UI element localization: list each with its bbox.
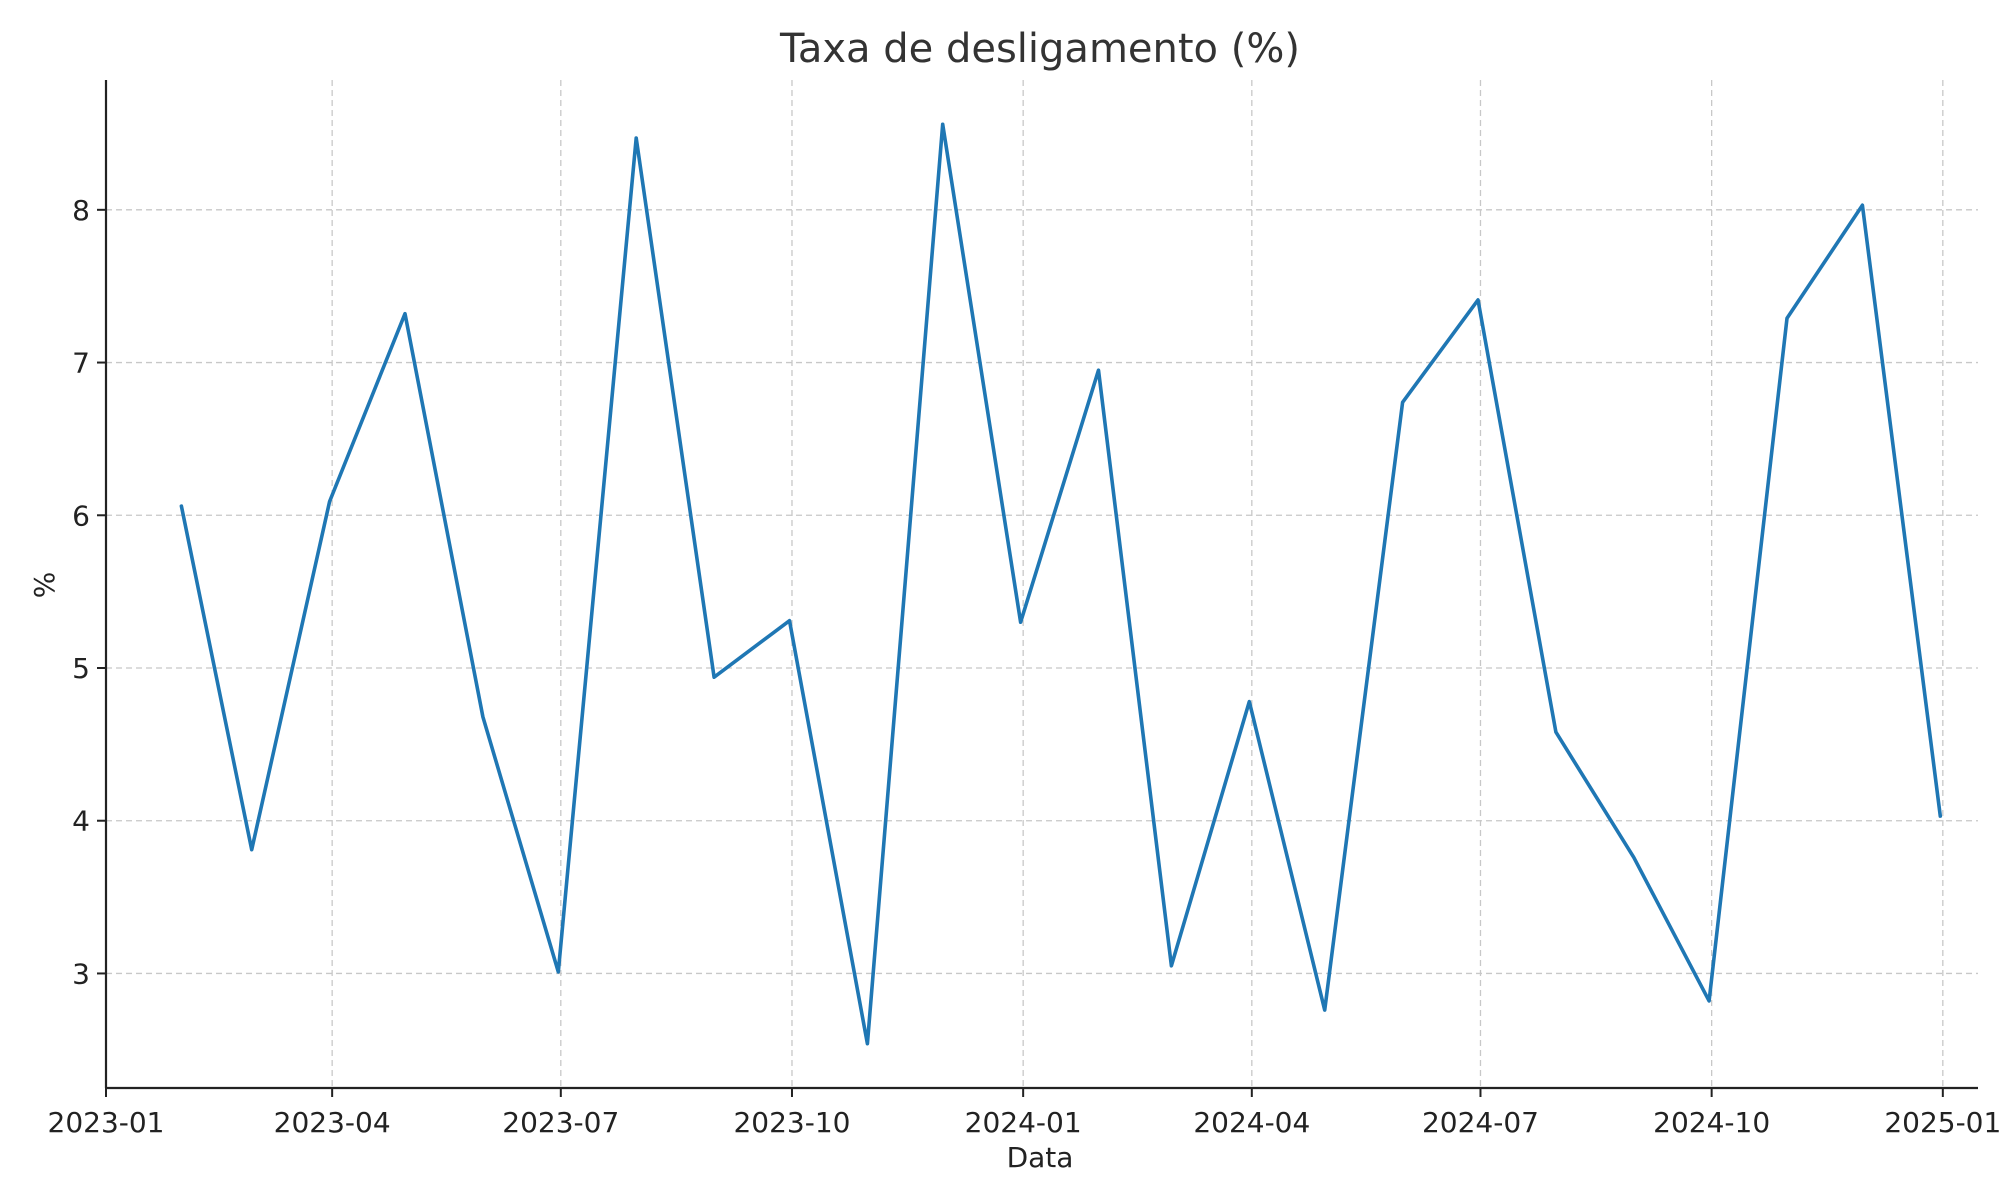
y-tick-label: 4 [72,805,90,838]
series-layer [179,122,1943,1046]
y-tick-label: 8 [72,194,90,227]
axes [104,80,1978,1090]
x-tick-label: 2024-04 [1193,1106,1310,1139]
chart-title: Taxa de desligamento (%) [779,26,1300,72]
y-tick-label: 3 [72,957,90,990]
y-axis-label: % [28,572,61,599]
x-tick-label: 2024-10 [1653,1106,1770,1139]
tick-labels: 2023-01 2023-04 2023-07 2023-10 2024-01 2024-… [48,194,2000,1139]
x-tick-label: 2025-01 [1884,1106,2000,1139]
series-line [179,122,1943,1046]
x-tick-label: 2023-10 [733,1106,850,1139]
x-tick-label: 2024-01 [965,1106,1082,1139]
y-tick-label: 7 [72,347,90,380]
x-tick-label: 2023-04 [274,1106,391,1139]
x-tick-label: 2023-07 [502,1106,619,1139]
x-tick-label: 2023-01 [48,1106,165,1139]
y-tick-label: 5 [72,652,90,685]
grid [105,80,1978,1088]
x-tick-label: 2024-07 [1422,1106,1539,1139]
y-tick-label: 6 [72,499,90,532]
x-axis-label: Data [1007,1141,1074,1174]
